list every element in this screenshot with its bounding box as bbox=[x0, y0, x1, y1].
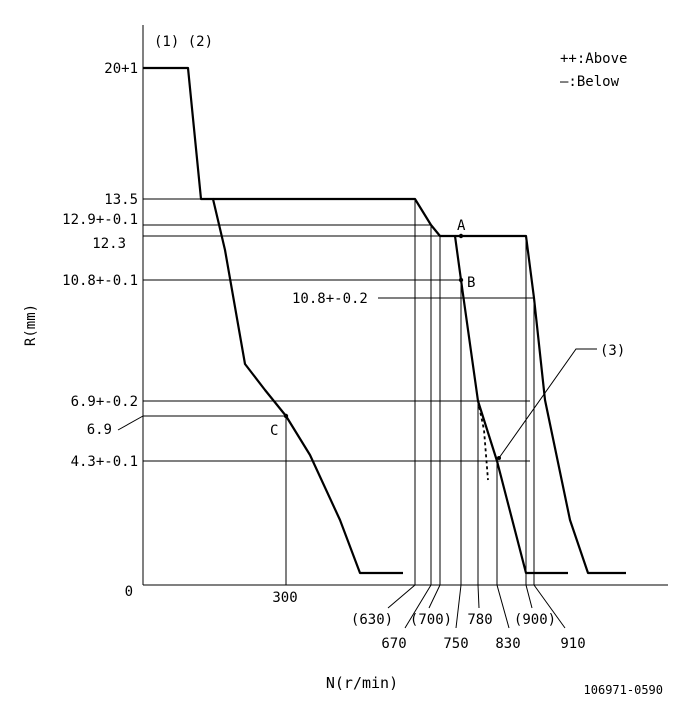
y-label-6-9a: 6.9+-0.2 bbox=[71, 394, 138, 410]
marked-points bbox=[283, 233, 501, 460]
y-label-6-9: 6.9 bbox=[87, 422, 112, 438]
y-label-10-8: 10.8+-0.1 bbox=[62, 273, 138, 289]
point-b-label: B bbox=[467, 275, 475, 291]
curve-right bbox=[455, 234, 626, 575]
x-label-670: 670 bbox=[381, 636, 406, 652]
y-label-13-5: 13.5 bbox=[104, 192, 138, 208]
y-label-10-8b: 10.8+-0.2 bbox=[292, 291, 368, 307]
vertical-drop-lines bbox=[285, 199, 566, 629]
legend-below: —:Below bbox=[560, 74, 620, 90]
x-label-300: 300 bbox=[272, 590, 297, 606]
y-label-origin: 0 bbox=[125, 584, 133, 600]
y-axis-title: R(mm) bbox=[23, 304, 39, 346]
drop-line-750 bbox=[455, 280, 462, 629]
drop-line-630 bbox=[387, 199, 416, 609]
label-6-9-leader bbox=[117, 415, 144, 431]
legend-above: ++:Above bbox=[560, 51, 627, 67]
characteristic-curves bbox=[143, 66, 626, 575]
drop-line-670 bbox=[404, 225, 432, 629]
drop-line-700 bbox=[428, 236, 441, 609]
x-label-750: 750 bbox=[443, 636, 468, 652]
y-label-4-3: 4.3+-0.1 bbox=[71, 454, 138, 470]
x-label-630: (630) bbox=[351, 612, 393, 628]
curve-dashed-tolerance bbox=[477, 400, 489, 481]
point-b-dot bbox=[458, 277, 464, 283]
x-tick-labels: 300 (630) 670 (700) 750 780 830 (900) 91… bbox=[272, 590, 585, 652]
axes bbox=[142, 25, 668, 586]
x-label-830: 830 bbox=[495, 636, 520, 652]
y-label-12-3: 12.3 bbox=[92, 236, 126, 252]
drop-line-780 bbox=[477, 401, 480, 609]
x-label-780: 780 bbox=[467, 612, 492, 628]
y-tick-labels: 20+1 13.5 12.9+-0.1 12.3 10.8+-0.1 6.9+-… bbox=[62, 61, 138, 600]
point-c-label: C bbox=[270, 423, 278, 439]
x-axis-title: N(r/min) bbox=[326, 674, 398, 692]
curve-left bbox=[143, 66, 403, 575]
notes-label: (1) (2) bbox=[154, 34, 213, 50]
x-label-900: (900) bbox=[514, 612, 556, 628]
curve-middle bbox=[213, 197, 568, 575]
x-label-700: (700) bbox=[410, 612, 452, 628]
drop-line-900 bbox=[525, 236, 533, 609]
point-a-label: A bbox=[457, 218, 466, 234]
point-a-dot bbox=[458, 233, 464, 239]
point-c-dot bbox=[283, 413, 289, 419]
note-3-label: (3) bbox=[600, 343, 625, 359]
drop-line-830 bbox=[496, 461, 510, 629]
drawing-number: 106971-0590 bbox=[584, 683, 663, 697]
y-label-12-9: 12.9+-0.1 bbox=[62, 212, 138, 228]
x-label-910: 910 bbox=[560, 636, 585, 652]
note-3-leader bbox=[498, 348, 597, 459]
drop-line-910 bbox=[533, 298, 566, 629]
horizontal-reference-lines bbox=[143, 67, 534, 462]
y-label-20: 20+1 bbox=[104, 61, 138, 77]
